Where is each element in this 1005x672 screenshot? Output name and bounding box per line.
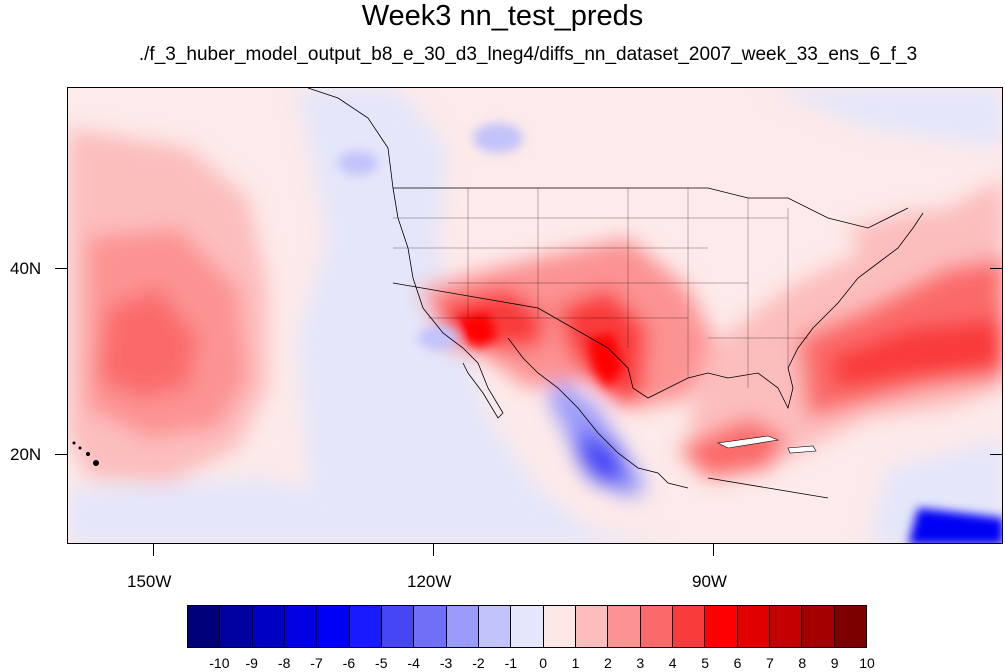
coastlines [307, 88, 924, 499]
colorbar-label: -7 [310, 655, 323, 671]
colorbar-label: 4 [668, 655, 677, 671]
colorbar-swatch [608, 606, 641, 647]
caribbean-islands [717, 435, 817, 454]
colorbar-label: 5 [701, 655, 709, 671]
colorbar-label: 1 [571, 655, 580, 671]
colorbar-swatch [543, 606, 576, 647]
colorbar-swatch [705, 606, 738, 647]
colorbar-swatch [769, 606, 803, 647]
colorbar-label: -9 [245, 655, 258, 671]
hawaii-islands [72, 441, 99, 466]
colorbar-label: -8 [277, 655, 291, 671]
x-tick-90w [713, 544, 714, 556]
colorbar-label: -4 [407, 655, 420, 671]
y-tick-20n-right [990, 454, 1002, 455]
map-subtitle: ./f_3_huber_model_output_b8_e_30_d3_lneg… [138, 44, 918, 65]
colorbar-swatch [737, 606, 770, 647]
y-tick-label-40n: 40N [10, 259, 42, 278]
y-tick-20n-left [55, 454, 67, 455]
colorbar-swatch [252, 606, 285, 647]
state-borders [393, 188, 808, 388]
colorbar-label: 10 [859, 655, 875, 671]
colorbar-swatch [284, 606, 318, 647]
colorbar-swatch [220, 606, 253, 647]
field-blobs [68, 88, 1002, 543]
colorbar-label: 7 [765, 655, 774, 671]
colorbar-swatch [802, 606, 835, 647]
colorbar-label: -5 [375, 655, 388, 671]
colorbar-swatch [478, 606, 512, 647]
x-tick-label-90w: 90W [692, 572, 727, 591]
colorbar-swatch [575, 606, 609, 647]
y-tick-40n-left [55, 268, 67, 269]
map-panel [67, 87, 1003, 544]
field-details [338, 123, 1002, 543]
x-tick-150w [153, 544, 154, 556]
y-tick-label-20n: 20N [10, 445, 42, 464]
x-tick-120w [433, 544, 434, 556]
colorbar-swatch [511, 606, 544, 647]
colorbar-swatch [834, 606, 866, 647]
colorbar-swatch [446, 606, 479, 647]
colorbar-label: -1 [504, 655, 518, 671]
colorbar-label: 2 [604, 655, 612, 671]
colorbar-label: 9 [830, 655, 839, 671]
colorbar-swatch [381, 606, 415, 647]
colorbar-swatch [640, 606, 673, 647]
colorbar-label: -10 [209, 655, 230, 671]
map-field [68, 88, 1002, 543]
x-tick-label-150w: 150W [127, 572, 172, 591]
colorbar [187, 605, 867, 648]
colorbar-swatch [349, 606, 382, 647]
colorbar-label: 0 [539, 655, 548, 671]
colorbar-label: -6 [342, 655, 356, 671]
colorbar-label: 8 [798, 655, 807, 671]
colorbar-swatch [672, 606, 706, 647]
colorbar-swatch [188, 606, 221, 647]
colorbar-label: 6 [733, 655, 742, 671]
colorbar-swatch [414, 606, 447, 647]
y-tick-40n-right [990, 268, 1002, 269]
colorbar-swatch [317, 606, 350, 647]
map-title: Week3 nn_test_preds [361, 0, 644, 32]
colorbar-label: 3 [636, 655, 645, 671]
x-tick-label-120w: 120W [407, 572, 452, 591]
colorbar-label: -2 [472, 655, 485, 671]
colorbar-label: -3 [439, 655, 453, 671]
